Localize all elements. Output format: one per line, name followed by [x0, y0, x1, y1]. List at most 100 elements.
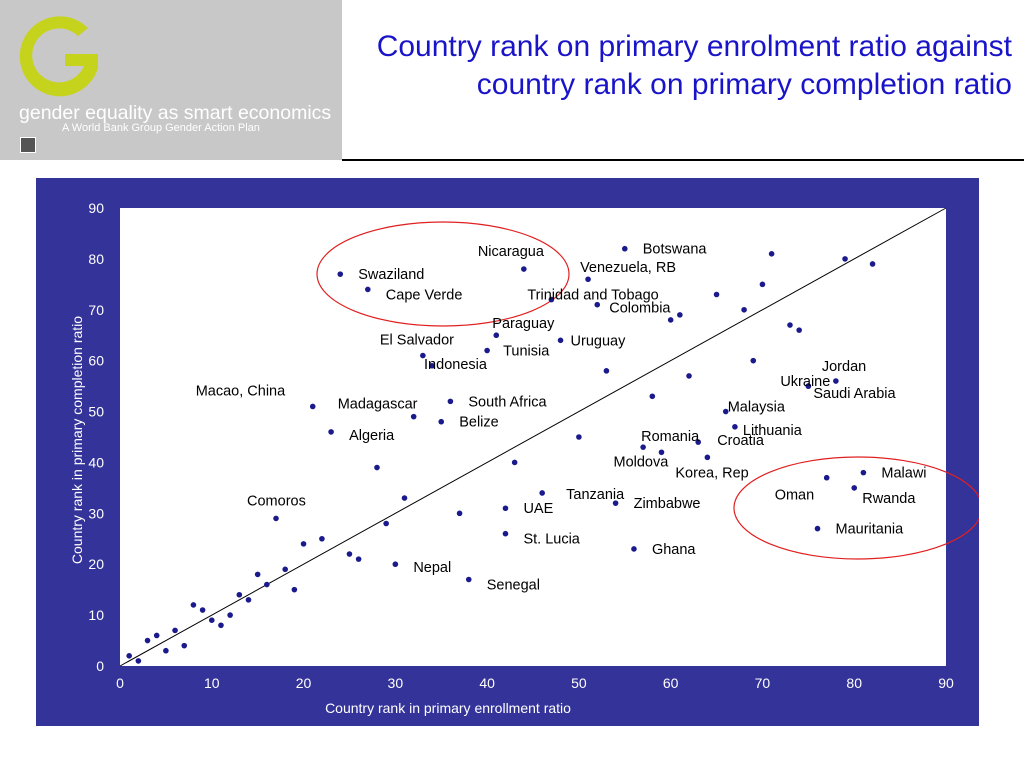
- y-tick-label: 90: [88, 200, 104, 216]
- point-label: Trinidad and Tobago: [527, 288, 658, 304]
- data-point: [328, 429, 334, 435]
- point-label: Botswana: [643, 242, 708, 258]
- logo-subtitle: A World Bank Group Gender Action Plan: [62, 122, 260, 134]
- y-tick-label: 30: [88, 505, 104, 521]
- data-point: [291, 586, 298, 593]
- point-label: Cape Verde: [386, 287, 463, 303]
- point-label: Venezuela, RB: [580, 260, 676, 276]
- data-point: [869, 261, 876, 267]
- point-label: UAE: [523, 501, 553, 517]
- data-point: [172, 627, 178, 634]
- data-point: [383, 520, 389, 527]
- data-point: [218, 622, 224, 629]
- point-label: Indonesia: [424, 357, 488, 373]
- point-label: Macao, China: [196, 383, 286, 399]
- data-point: [401, 495, 408, 501]
- chart-panel: Swaziland Cape Verde Nicaragua Botswana Vene…: [36, 178, 979, 726]
- point-label: Malawi: [881, 466, 926, 482]
- y-tick-label: 40: [88, 454, 104, 470]
- y-tick-label: 0: [96, 658, 104, 674]
- point-label: Rwanda: [862, 491, 916, 507]
- point-label: Korea, Rep: [675, 465, 748, 481]
- point-label: Nepal: [413, 560, 451, 576]
- highlight-ellipse-top-left: [316, 221, 570, 327]
- point-label: El Salvador: [380, 333, 454, 349]
- x-tick-label: 80: [846, 675, 862, 691]
- point-label: Tunisia: [503, 343, 550, 359]
- logo-panel: gender equality as smart economics A Wor…: [0, 0, 342, 160]
- point-label: St. Lucia: [523, 532, 580, 548]
- y-tick-labels: 0 10 20 30 40 50 60 70 80 90: [88, 200, 104, 674]
- x-tick-label: 70: [755, 675, 771, 691]
- highlight-ellipse-bottom-right: [733, 456, 979, 560]
- data-point: [823, 474, 830, 481]
- data-point: [465, 576, 472, 583]
- x-tick-label: 10: [204, 675, 220, 691]
- data-point: [163, 647, 169, 654]
- data-point: [190, 602, 197, 608]
- data-point: [833, 378, 839, 384]
- data-point: [502, 505, 509, 512]
- data-point: [300, 541, 307, 547]
- data-point: [704, 454, 711, 461]
- data-point: [438, 418, 445, 425]
- data-point: [502, 530, 509, 537]
- data-point: [521, 266, 527, 272]
- data-point: [851, 485, 858, 491]
- x-tick-label: 0: [116, 675, 124, 691]
- point-label: South Africa: [468, 394, 547, 410]
- point-label: Jordan: [822, 359, 866, 375]
- data-point: [365, 286, 371, 293]
- point-label: Nicaragua: [478, 244, 545, 260]
- point-label: Romania: [641, 429, 700, 445]
- point-label: Uruguay: [571, 333, 627, 349]
- point-label: Madagascar: [338, 397, 418, 413]
- point-label: Swaziland: [358, 267, 424, 283]
- data-point: [309, 403, 316, 410]
- data-point: [273, 515, 279, 522]
- data-point: [429, 362, 435, 369]
- logo-name: gender equality as smart economics: [19, 102, 332, 124]
- y-tick-label: 10: [88, 607, 104, 623]
- data-point: [410, 413, 417, 420]
- point-label: Senegal: [487, 577, 540, 593]
- data-point: [603, 368, 610, 374]
- y-tick-label: 60: [88, 353, 104, 369]
- data-point: [254, 571, 261, 578]
- data-point: [805, 383, 812, 389]
- data-point: [282, 566, 288, 573]
- point-label: Mauritania: [836, 522, 905, 538]
- data-point: [612, 500, 619, 506]
- data-point: [750, 357, 757, 364]
- y-tick-label: 70: [88, 302, 104, 318]
- data-point: [585, 276, 591, 283]
- point-label: Tanzania: [566, 487, 625, 503]
- data-point: [732, 424, 738, 430]
- data-point: [631, 546, 637, 552]
- y-axis-title: Country rank in primary completion ratio: [69, 316, 85, 564]
- data-point: [686, 373, 692, 379]
- data-point: [355, 556, 362, 562]
- y-tick-label: 50: [88, 404, 104, 420]
- data-point: [227, 612, 233, 618]
- data-point: [695, 439, 701, 445]
- data-point: [144, 637, 151, 644]
- data-point: [484, 347, 490, 354]
- data-point: [208, 617, 215, 623]
- data-point: [722, 408, 729, 415]
- data-point: [374, 464, 380, 471]
- point-label: Saudi Arabia: [813, 386, 896, 402]
- point-label: Croatia: [717, 433, 765, 449]
- data-point: [713, 291, 720, 298]
- x-tick-label: 30: [388, 675, 404, 691]
- point-label: Moldova: [613, 454, 669, 470]
- data-point: [741, 306, 747, 313]
- data-point: [796, 327, 802, 333]
- data-point: [181, 642, 188, 649]
- point-label: Malaysia: [728, 400, 786, 416]
- data-point: [557, 337, 564, 344]
- data-point: [337, 271, 344, 277]
- data-point: [667, 317, 674, 323]
- x-tick-labels: 0 10 20 30 40 50 60 70 80 90: [116, 675, 954, 691]
- scatter-plot: Swaziland Cape Verde Nicaragua Botswana Vene…: [69, 200, 979, 716]
